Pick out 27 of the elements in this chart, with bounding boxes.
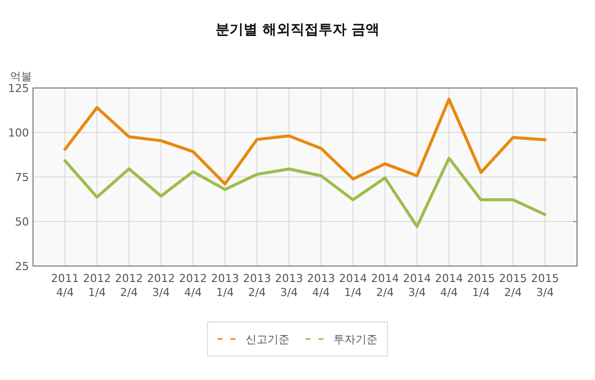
- legend-label: 투자기준: [334, 333, 378, 346]
- x-tick-label: 2011 4/4: [51, 272, 79, 299]
- y-axis-title: 억불: [10, 70, 32, 83]
- x-tick-label: 2014 2/4: [371, 272, 399, 299]
- x-tick-label: 2015 1/4: [467, 272, 495, 299]
- x-tick-label: 2014 1/4: [339, 272, 367, 299]
- y-tick-label: 100: [8, 126, 29, 140]
- y-tick-label: 75: [15, 171, 29, 184]
- x-tick-label: 2012 2/4: [115, 272, 143, 299]
- x-tick-label: 2013 3/4: [275, 272, 303, 299]
- x-tick-label: 2013 4/4: [307, 272, 335, 299]
- x-tick-label: 2012 4/4: [179, 272, 207, 299]
- x-tick-label: 2013 2/4: [243, 272, 271, 299]
- x-tick-label: 2013 1/4: [211, 272, 239, 299]
- chart-title: 분기별 해외직접투자 금액: [216, 22, 380, 38]
- x-tick-label: 2012 1/4: [83, 272, 111, 299]
- x-tick-label: 2014 3/4: [403, 272, 431, 299]
- y-tick-label: 50: [15, 216, 29, 228]
- line-series: [64, 156, 546, 228]
- y-tick-label: 125: [8, 82, 29, 95]
- x-tick-label: 2012 3/4: [147, 272, 175, 299]
- y-tick-label: 25: [15, 260, 29, 273]
- x-tick-label: 2015 3/4: [531, 272, 559, 299]
- x-tick-label: 2014 4/4: [435, 272, 463, 299]
- legend-label: 신고기준: [246, 333, 290, 346]
- line-series: [64, 98, 546, 186]
- x-tick-label: 2015 2/4: [499, 272, 527, 299]
